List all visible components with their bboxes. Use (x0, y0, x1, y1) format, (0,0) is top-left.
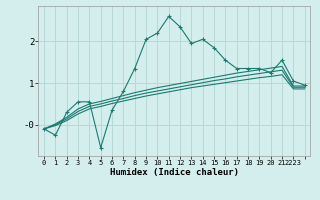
X-axis label: Humidex (Indice chaleur): Humidex (Indice chaleur) (110, 168, 239, 177)
